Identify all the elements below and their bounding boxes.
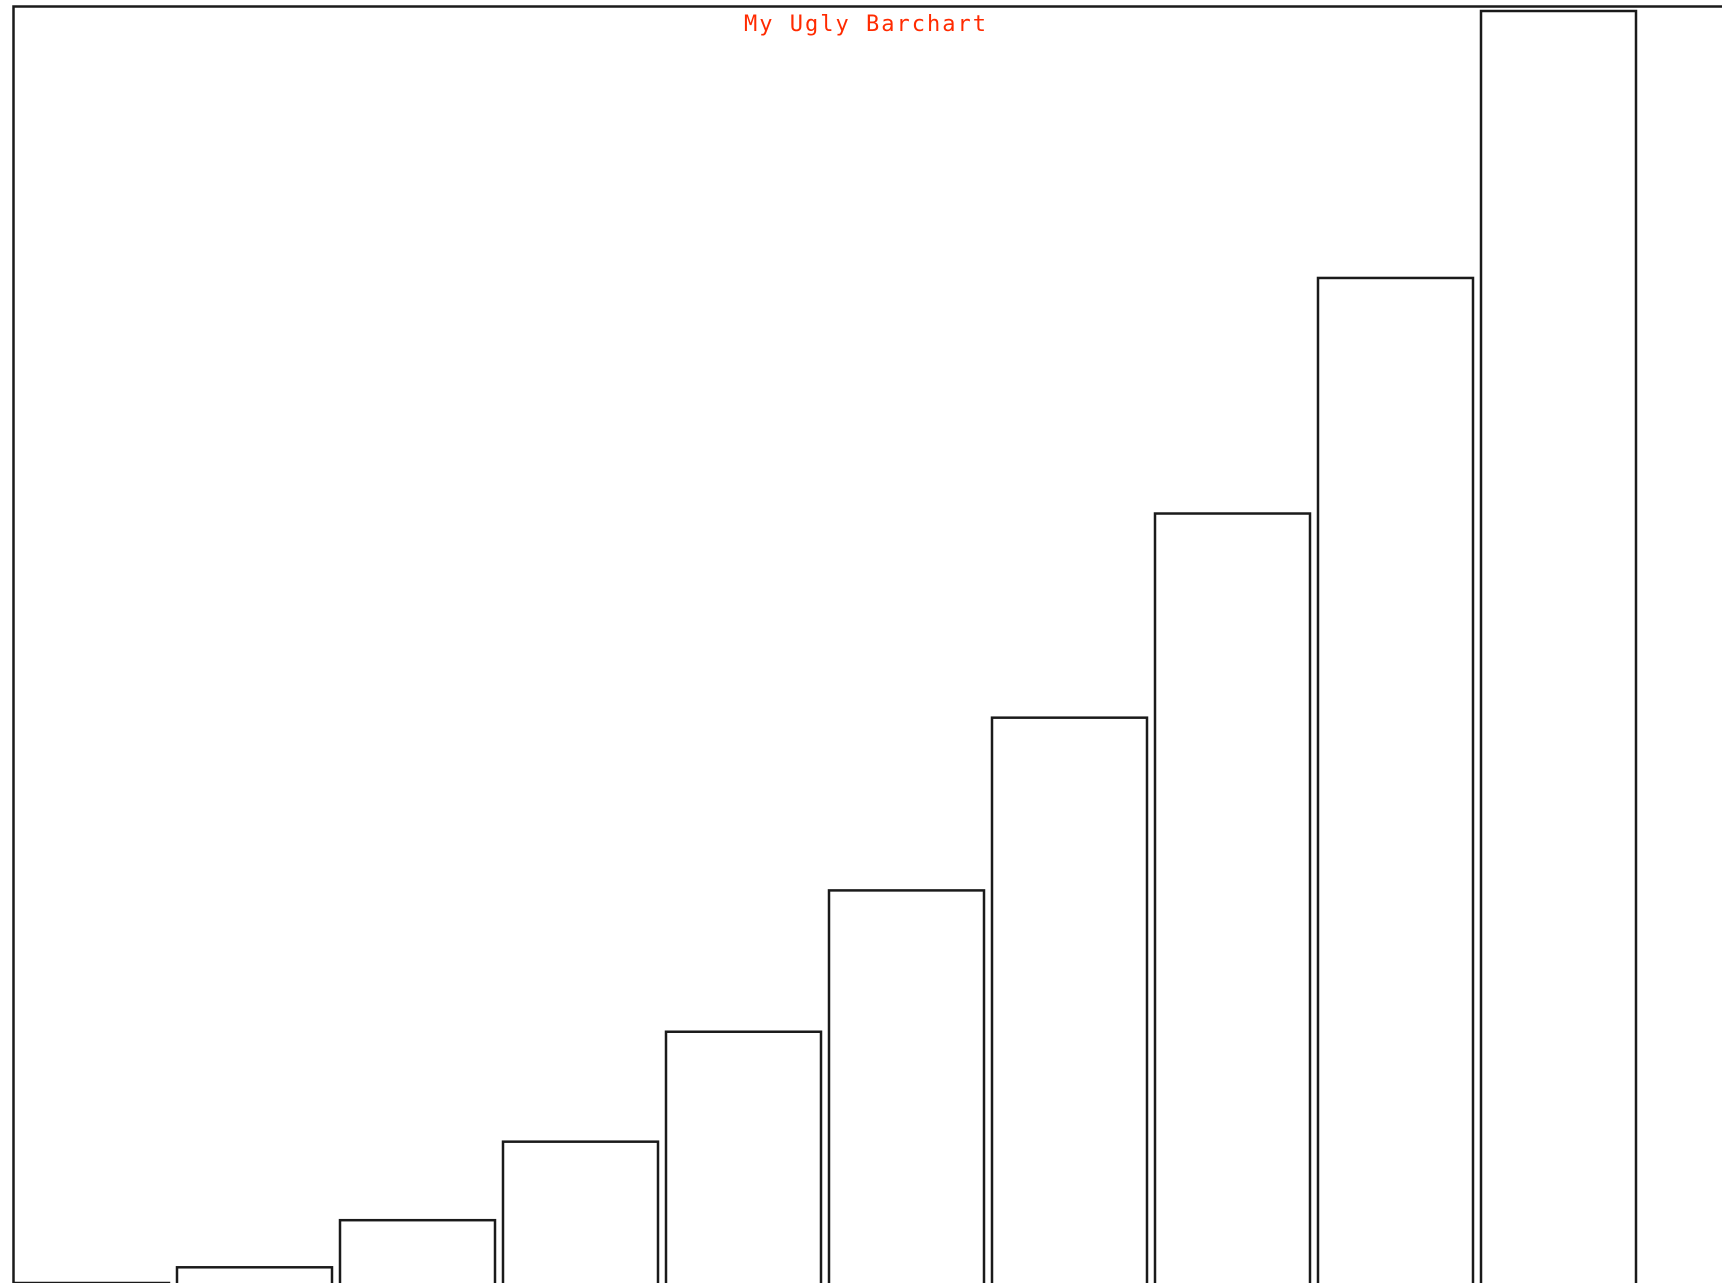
bar-2 <box>175 1266 334 1283</box>
bar-7 <box>990 716 1149 1283</box>
bar-6 <box>827 889 986 1283</box>
bar-5 <box>664 1030 823 1283</box>
bar-9 <box>1316 276 1475 1283</box>
bar-8 <box>1153 512 1312 1283</box>
chart-title: My Ugly Barchart <box>744 12 988 37</box>
bars-group <box>12 9 1638 1283</box>
bar-4 <box>501 1140 660 1283</box>
bar-3 <box>338 1218 497 1283</box>
bar-10 <box>1479 9 1638 1283</box>
